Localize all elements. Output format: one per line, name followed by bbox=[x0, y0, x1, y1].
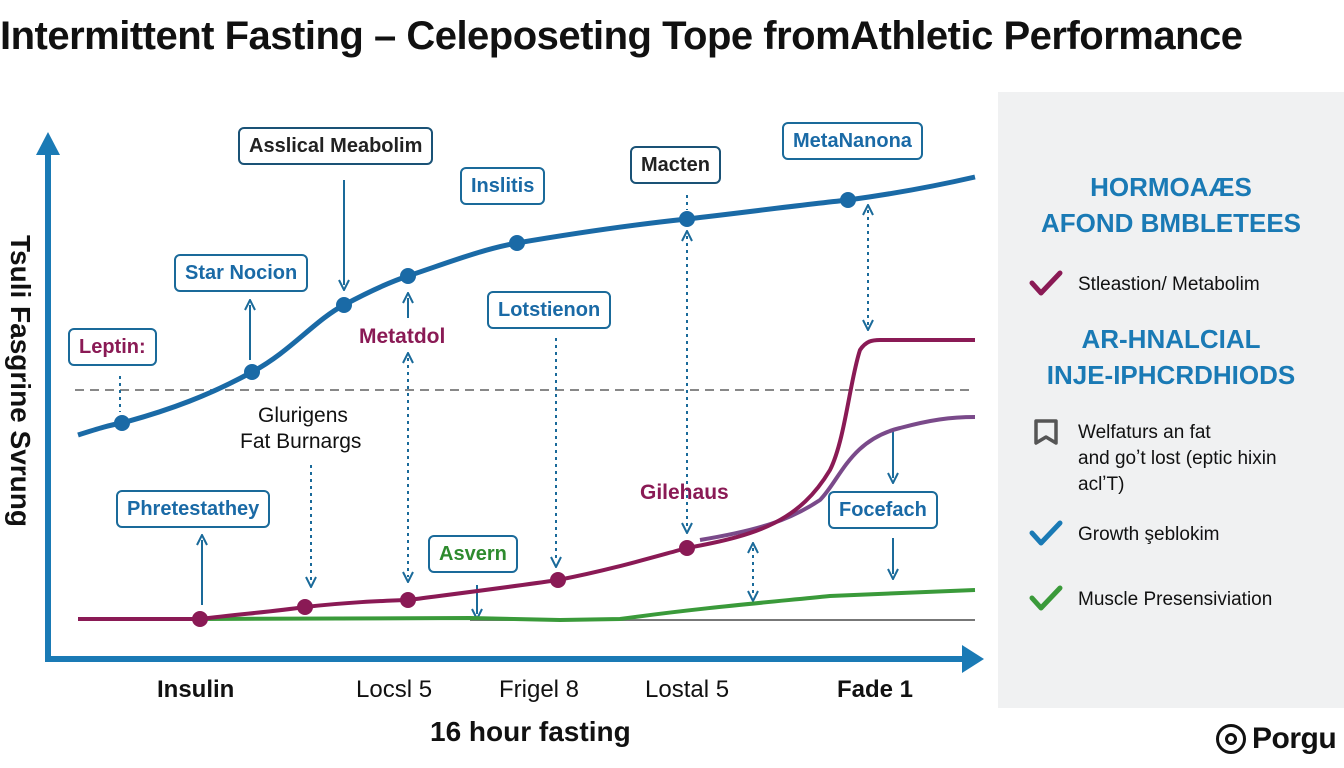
panel-heading-line: INJE-IPHCRDHIODS bbox=[1046, 360, 1296, 390]
purple-point bbox=[400, 592, 416, 608]
panel-item: Muscle Presensiviation bbox=[1028, 585, 1328, 614]
green-series-line bbox=[199, 588, 976, 623]
label-leptin: Leptin: bbox=[68, 328, 157, 366]
label-gilehaus: Gilehaus bbox=[640, 481, 729, 504]
brand-logo: Porgu bbox=[1216, 722, 1337, 756]
panel-item-text: Growth şeblokim bbox=[1078, 524, 1220, 545]
panel-item-text: Stleastion/ Metabolim bbox=[1078, 274, 1260, 295]
blue-point bbox=[509, 235, 525, 251]
panel-item: Welfaturs an fat and goʼt lost (eptic hi… bbox=[1028, 419, 1328, 498]
label-focefach: Focefach bbox=[828, 491, 938, 529]
blue-point bbox=[336, 297, 352, 313]
x-axis-arrow bbox=[962, 645, 984, 673]
x-tick-label: Locsl 5 bbox=[356, 676, 433, 703]
label-lotstienon: Lotstienon bbox=[487, 291, 612, 329]
bookmark-icon bbox=[1034, 419, 1058, 445]
label-metatdol: Metatdol bbox=[359, 325, 446, 348]
x-tick-label: Lostal 5 bbox=[645, 676, 730, 703]
purple-point bbox=[297, 599, 313, 615]
blue-series-line bbox=[77, 174, 976, 438]
blue-point bbox=[400, 268, 416, 284]
page-title: Intermittent Fasting – Celeposeting Tope… bbox=[0, 14, 1243, 58]
panel-heading-line: AR-HNALCIAL bbox=[1081, 324, 1261, 354]
panel-heading-line: AFOND BMBLETEES bbox=[1041, 208, 1301, 238]
purple-point bbox=[550, 572, 566, 588]
purple-point bbox=[679, 540, 695, 556]
label-inslitis: Inslitis bbox=[460, 167, 546, 205]
info-panel: HORMOAÆS AFOND BMBLETEES Stleastion/ Met… bbox=[998, 92, 1344, 708]
blue-point bbox=[244, 364, 260, 380]
check-icon bbox=[1029, 585, 1063, 611]
panel-heading-line: HORMOAÆS bbox=[1090, 172, 1252, 202]
blue-point bbox=[840, 192, 856, 208]
label-asslical-metabolim: Asslical Meabolim bbox=[238, 127, 434, 165]
x-axis-title: 16 hour fasting bbox=[430, 716, 631, 747]
panel-item: Stleastion/ Metabolim bbox=[1028, 270, 1328, 299]
check-icon bbox=[1029, 520, 1063, 546]
x-tick-label: Insulin bbox=[157, 676, 235, 703]
purple-series-line bbox=[78, 338, 975, 621]
blue-point bbox=[679, 211, 695, 227]
label-asvern: Asvern bbox=[428, 535, 518, 573]
panel-item-text: Muscle Presensiviation bbox=[1078, 589, 1273, 610]
y-axis-arrow bbox=[36, 132, 60, 155]
x-tick-label: Fade 1 bbox=[837, 676, 914, 703]
blue-point bbox=[114, 415, 130, 431]
logo-icon bbox=[1216, 724, 1246, 754]
label-phretestathey: Phretestathey bbox=[116, 490, 271, 528]
check-icon bbox=[1029, 270, 1063, 296]
x-tick-label: Frigel 8 bbox=[499, 676, 580, 703]
logo-text: Porgu bbox=[1252, 722, 1337, 755]
y-axis-label: Tsuli Fasgrine Svrung bbox=[5, 235, 36, 527]
label-macten: Macten bbox=[630, 146, 721, 184]
panel-item-text: Welfaturs an fat and goʼt lost (eptic hi… bbox=[1078, 422, 1277, 495]
label-metananona: MetaNanona bbox=[782, 122, 923, 160]
panel-item: Growth şeblokim bbox=[1028, 520, 1328, 549]
label-fat-burnargs: Fat Burnargs bbox=[240, 430, 362, 453]
label-glurigens: Glurigens bbox=[258, 404, 348, 427]
label-star-nocion: Star Nocion bbox=[174, 254, 309, 292]
purple-point bbox=[192, 611, 208, 627]
